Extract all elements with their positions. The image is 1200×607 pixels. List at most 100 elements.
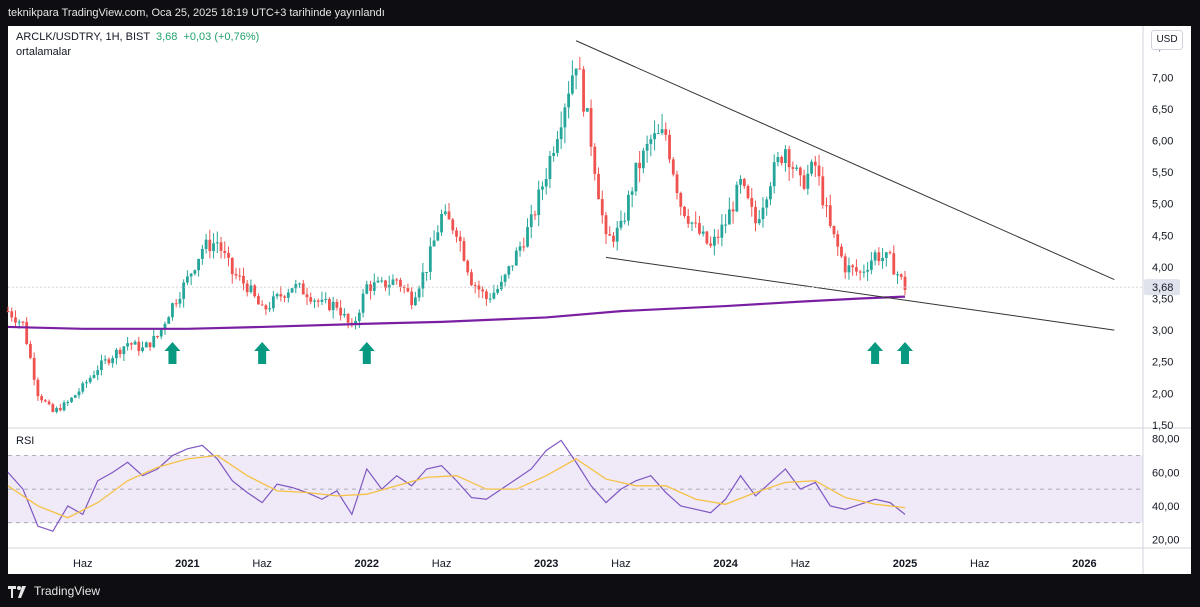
time-tick-label: Haz	[73, 558, 93, 570]
up-arrow-icon	[254, 342, 271, 364]
candle-body	[126, 343, 129, 347]
moving-average-line	[7, 295, 906, 330]
candle-body	[365, 284, 369, 294]
price-tick-label: 3,50	[1152, 293, 1173, 305]
time-tick-label: 2024	[713, 558, 738, 570]
candle-body	[896, 274, 899, 276]
candle-body	[354, 321, 357, 325]
candle-body	[141, 347, 144, 352]
candle-body	[593, 146, 597, 174]
candle-body	[178, 298, 182, 304]
candle-body	[249, 285, 253, 293]
candle-body	[892, 253, 896, 275]
axes: 7,507,006,506,005,505,004,504,003,503,00…	[8, 26, 1191, 574]
candle-body	[548, 155, 552, 180]
candle-body	[641, 150, 645, 169]
trendline	[605, 256, 1115, 331]
candle-body	[477, 285, 481, 290]
currency-button[interactable]: USD	[1151, 30, 1183, 50]
candle-body	[772, 162, 776, 187]
candle-body	[313, 300, 316, 302]
candle-body	[275, 294, 279, 297]
candle-body	[903, 276, 907, 291]
time-tick-label: Haz	[252, 558, 272, 570]
candle-body	[36, 379, 40, 397]
candle-body	[518, 246, 522, 251]
price-tick-label: 7,00	[1152, 72, 1173, 84]
rsi-tick-label: 20,00	[1152, 535, 1180, 547]
candle-body	[294, 284, 298, 289]
candle-body	[537, 189, 541, 216]
candle-body	[402, 286, 406, 289]
candle-body	[305, 294, 309, 298]
candle-body	[399, 280, 402, 287]
candle-body	[821, 176, 825, 206]
candle-body	[466, 260, 470, 273]
candle-body	[279, 294, 283, 297]
up-arrow-icon	[897, 342, 913, 364]
price-tick-label: 1,50	[1152, 420, 1173, 432]
candle-body	[735, 184, 739, 212]
candle-body	[851, 265, 855, 268]
candle-body	[578, 68, 582, 70]
candle-body	[283, 296, 286, 298]
price-tick-label: 6,00	[1152, 136, 1173, 148]
candle-body	[238, 275, 242, 277]
chart-legend: ARCLK/USDTRY, 1H, BIST 3,68 +0,03 (+0,76…	[16, 31, 259, 43]
candle-body	[716, 236, 720, 238]
candle-body	[144, 342, 148, 348]
price-change: +0,03 (+0,76%)	[183, 31, 260, 43]
candle-body	[268, 308, 272, 310]
candle-body	[245, 283, 249, 293]
candle-body	[21, 321, 25, 323]
candle-body	[496, 289, 500, 293]
candle-body	[627, 194, 630, 221]
candle-body	[784, 149, 787, 164]
candle-body	[698, 223, 701, 234]
candle-body	[664, 129, 668, 135]
candle-body	[395, 279, 399, 281]
candle-body	[111, 358, 115, 364]
trendline	[575, 40, 1115, 280]
candle-body	[171, 303, 174, 318]
up-arrow-icon	[164, 342, 181, 364]
candle-body	[526, 227, 529, 247]
candle-body	[230, 257, 234, 275]
candle-body	[114, 349, 118, 359]
price-tick-label: 3,00	[1152, 325, 1173, 337]
candle-body	[563, 107, 567, 128]
candle-body	[813, 161, 817, 166]
time-tick-label: 2023	[534, 558, 558, 570]
price-pane	[6, 40, 1143, 414]
candle-body	[43, 400, 47, 402]
candle-body	[103, 359, 107, 361]
candle-body	[503, 274, 507, 282]
candle-body	[597, 173, 600, 200]
candle-body	[122, 346, 126, 355]
candle-body	[720, 224, 724, 238]
candle-body	[769, 186, 772, 200]
candle-body	[301, 283, 305, 295]
candle-body	[612, 235, 615, 242]
candle-body	[869, 260, 873, 270]
candle-body	[671, 159, 675, 175]
candle-body	[413, 297, 417, 306]
candle-body	[159, 328, 163, 337]
candle-body	[66, 402, 70, 404]
rsi-tick-label: 40,00	[1152, 501, 1180, 513]
time-tick-label: 2021	[175, 558, 199, 570]
candle-body	[421, 272, 425, 289]
candle-body	[320, 299, 324, 302]
candle-body	[85, 382, 88, 384]
candle-body	[357, 312, 361, 322]
candle-body	[432, 240, 436, 247]
candle-body	[881, 257, 884, 262]
candle-body	[242, 275, 245, 284]
candle-body	[862, 271, 866, 273]
candle-body	[810, 161, 813, 174]
candle-body	[817, 165, 821, 177]
candle-body	[331, 301, 335, 311]
candle-body	[186, 276, 189, 283]
candle-body	[802, 175, 806, 189]
